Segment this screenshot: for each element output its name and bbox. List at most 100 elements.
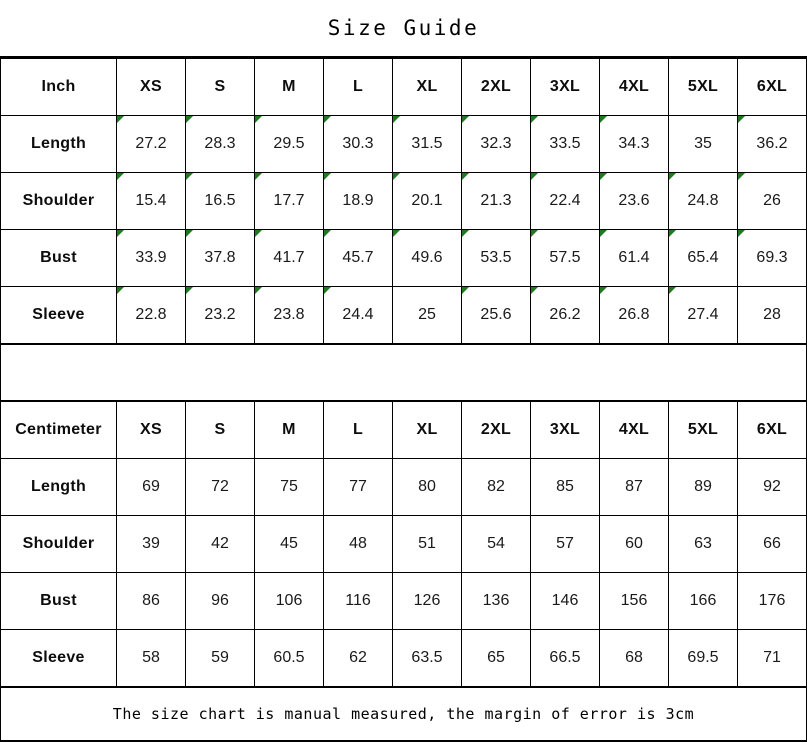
footer-note: The size chart is manual measured, the m… (112, 705, 695, 723)
cell-inch-sleeve-xs: 22.8 (116, 286, 186, 344)
cell-inch-bust-6xl: 69.3 (737, 229, 807, 287)
cell-cm-length-m: 75 (254, 458, 324, 516)
cell-inch-length-4xl: 34.3 (599, 115, 669, 173)
inch-size-header-4xl: 4XL (599, 58, 669, 116)
footer-note-row: The size chart is manual measured, the m… (0, 687, 807, 742)
cell-cm-shoulder-xl: 51 (392, 515, 462, 573)
cell-inch-sleeve-s: 23.2 (185, 286, 255, 344)
cell-inch-length-l: 30.3 (323, 115, 393, 173)
cell-cm-length-xl: 80 (392, 458, 462, 516)
cell-inch-shoulder-3xl: 22.4 (530, 172, 600, 230)
cell-cm-sleeve-l: 62 (323, 629, 393, 687)
cm-row-label-bust: Bust (0, 572, 117, 630)
cell-cm-shoulder-xs: 39 (116, 515, 186, 573)
inch-size-header-3xl: 3XL (530, 58, 600, 116)
cm-size-header-s: S (185, 401, 255, 459)
cell-cm-sleeve-m: 60.5 (254, 629, 324, 687)
cell-inch-shoulder-s: 16.5 (185, 172, 255, 230)
cell-inch-length-6xl: 36.2 (737, 115, 807, 173)
cell-inch-shoulder-6xl: 26 (737, 172, 807, 230)
inch-size-table: Inch XS S M L XL 2XL 3XL 4XL 5XL 6XL Length 27.2 28.3… (0, 58, 807, 344)
cell-inch-sleeve-xl: 25 (392, 286, 462, 344)
table-row: Bust 33.9 37.8 41.7 45.7 49.6 53.5 57.5 61.4 65.4… (0, 229, 807, 287)
cell-cm-bust-4xl: 156 (599, 572, 669, 630)
cell-cm-shoulder-5xl: 63 (668, 515, 738, 573)
cell-cm-length-4xl: 87 (599, 458, 669, 516)
cell-inch-shoulder-2xl: 21.3 (461, 172, 531, 230)
cell-cm-bust-xl: 126 (392, 572, 462, 630)
inch-table-body: Inch XS S M L XL 2XL 3XL 4XL 5XL 6XL Length 27.2 28.3… (0, 58, 807, 344)
table-row: Length 69 72 75 77 80 82 85 87 89 92 (0, 458, 807, 516)
inch-row-label-length: Length (0, 115, 117, 173)
cell-inch-bust-s: 37.8 (185, 229, 255, 287)
cell-cm-bust-xs: 86 (116, 572, 186, 630)
cm-size-header-2xl: 2XL (461, 401, 531, 459)
cell-inch-shoulder-xs: 15.4 (116, 172, 186, 230)
centimeter-size-table: Centimeter XS S M L XL 2XL 3XL 4XL 5XL 6XL Length 69… (0, 401, 807, 687)
page-title-row: Size Guide (0, 0, 807, 58)
cm-size-header-5xl: 5XL (668, 401, 738, 459)
inch-row-label-bust: Bust (0, 229, 117, 287)
cm-row-label-length: Length (0, 458, 117, 516)
cell-cm-length-xs: 69 (116, 458, 186, 516)
cell-inch-sleeve-3xl: 26.2 (530, 286, 600, 344)
cell-inch-length-xs: 27.2 (116, 115, 186, 173)
inch-row-label-shoulder: Shoulder (0, 172, 117, 230)
cell-inch-bust-2xl: 53.5 (461, 229, 531, 287)
cell-inch-bust-5xl: 65.4 (668, 229, 738, 287)
cm-size-header-m: M (254, 401, 324, 459)
cm-size-header-xs: XS (116, 401, 186, 459)
cell-cm-length-5xl: 89 (668, 458, 738, 516)
cell-cm-length-l: 77 (323, 458, 393, 516)
cell-cm-bust-3xl: 146 (530, 572, 600, 630)
table-row: Length 27.2 28.3 29.5 30.3 31.5 32.3 33.5 34.3 35… (0, 115, 807, 173)
cell-cm-sleeve-3xl: 66.5 (530, 629, 600, 687)
centimeter-table-body: Centimeter XS S M L XL 2XL 3XL 4XL 5XL 6XL Length 69… (0, 401, 807, 687)
cell-cm-length-6xl: 92 (737, 458, 807, 516)
cell-cm-length-3xl: 85 (530, 458, 600, 516)
cell-inch-shoulder-xl: 20.1 (392, 172, 462, 230)
table-row: Sleeve 58 59 60.5 62 63.5 65 66.5 68 69.5 71 (0, 629, 807, 687)
cm-header-row: Centimeter XS S M L XL 2XL 3XL 4XL 5XL 6XL (0, 401, 807, 459)
cell-inch-length-xl: 31.5 (392, 115, 462, 173)
inch-size-header-6xl: 6XL (737, 58, 807, 116)
inch-size-header-xs: XS (116, 58, 186, 116)
cell-inch-shoulder-4xl: 23.6 (599, 172, 669, 230)
cm-size-header-xl: XL (392, 401, 462, 459)
cell-cm-shoulder-m: 45 (254, 515, 324, 573)
cm-size-header-6xl: 6XL (737, 401, 807, 459)
cell-inch-length-3xl: 33.5 (530, 115, 600, 173)
cell-inch-bust-xs: 33.9 (116, 229, 186, 287)
cm-size-header-l: L (323, 401, 393, 459)
cell-cm-sleeve-6xl: 71 (737, 629, 807, 687)
cell-cm-bust-l: 116 (323, 572, 393, 630)
cell-cm-sleeve-4xl: 68 (599, 629, 669, 687)
cm-row-label-sleeve: Sleeve (0, 629, 117, 687)
cell-cm-length-2xl: 82 (461, 458, 531, 516)
cell-cm-shoulder-6xl: 66 (737, 515, 807, 573)
inch-size-header-s: S (185, 58, 255, 116)
cell-inch-bust-xl: 49.6 (392, 229, 462, 287)
cell-inch-bust-4xl: 61.4 (599, 229, 669, 287)
cell-inch-length-2xl: 32.3 (461, 115, 531, 173)
cell-cm-shoulder-s: 42 (185, 515, 255, 573)
cell-cm-length-s: 72 (185, 458, 255, 516)
cell-cm-sleeve-5xl: 69.5 (668, 629, 738, 687)
cell-cm-shoulder-4xl: 60 (599, 515, 669, 573)
cell-cm-bust-m: 106 (254, 572, 324, 630)
cell-cm-shoulder-l: 48 (323, 515, 393, 573)
table-row: Shoulder 15.4 16.5 17.7 18.9 20.1 21.3 22.4 23.6… (0, 172, 807, 230)
inch-row-label-sleeve: Sleeve (0, 286, 117, 344)
cell-cm-bust-5xl: 166 (668, 572, 738, 630)
cell-inch-length-5xl: 35 (668, 115, 738, 173)
cell-inch-bust-l: 45.7 (323, 229, 393, 287)
table-separator-row (0, 344, 807, 401)
cell-cm-bust-2xl: 136 (461, 572, 531, 630)
inch-header-row: Inch XS S M L XL 2XL 3XL 4XL 5XL 6XL (0, 58, 807, 116)
inch-size-header-l: L (323, 58, 393, 116)
cell-inch-shoulder-5xl: 24.8 (668, 172, 738, 230)
cell-inch-sleeve-m: 23.8 (254, 286, 324, 344)
cell-inch-bust-3xl: 57.5 (530, 229, 600, 287)
cell-cm-shoulder-3xl: 57 (530, 515, 600, 573)
table-row: Sleeve 22.8 23.2 23.8 24.4 25 25.6 26.2 26.8 27.4… (0, 286, 807, 344)
